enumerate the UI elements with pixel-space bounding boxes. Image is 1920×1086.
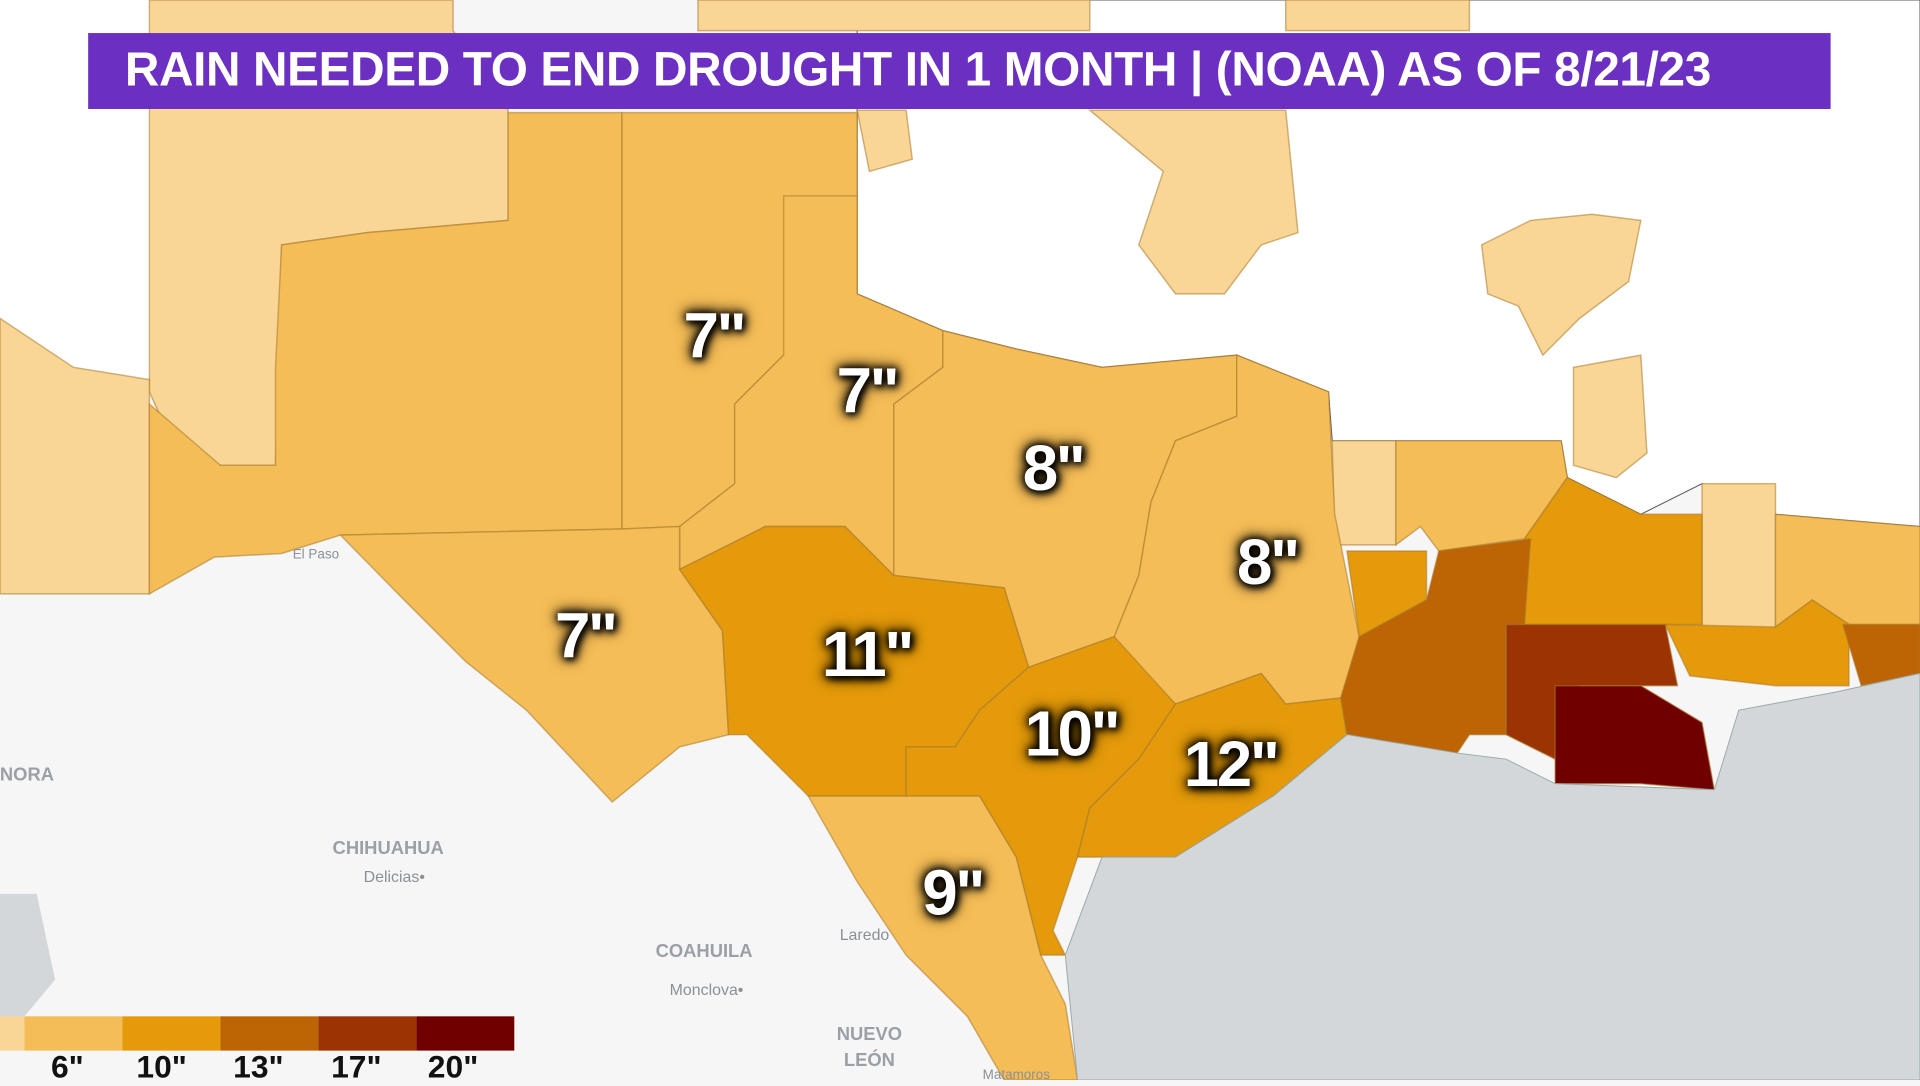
value-label-east-texas: 8" [1236,527,1300,599]
legend-label-20: 20" [427,1048,479,1085]
value-label-north-central: 8" [1022,433,1086,505]
value-label-low-rolling-plains: 7" [836,356,900,428]
region-ms-coast [1664,599,1850,687]
pacific-water [0,893,56,1017]
value-label-south-central: 10" [1024,699,1121,771]
place-matamoros: Matamoros [982,1067,1051,1083]
map-title: RAIN NEEDED TO END DROUGHT IN 1 MONTH | … [124,44,1711,97]
region-pale-la-nw [1331,440,1397,546]
place-delicias: Delicias• [363,867,425,886]
value-label-panhandle: 7" [683,301,747,373]
place-sonora: NORA [0,764,54,786]
legend-swatch-pale [0,1016,25,1051]
value-label-south-texas: 9" [922,858,985,930]
place-leon: LEÓN [843,1050,895,1071]
place-nuevo: NUEVO [836,1024,903,1046]
region-pale-ok-west [856,109,914,173]
region-pale-arkansas [1480,213,1642,357]
region-trans-pecos [338,525,730,804]
region-pale-oklahoma [1087,109,1299,295]
region-pale-ms [1701,482,1777,632]
region-al-coast [1841,623,1920,687]
value-label-upper-coast: 12" [1183,729,1280,801]
legend [0,1016,515,1051]
legend-swatch-17 [318,1016,417,1051]
place-monclova: Monclova• [669,980,744,999]
legend-swatch-10 [122,1016,221,1051]
legend-label-13: 13" [233,1048,284,1085]
legend-label-17: 17" [331,1048,382,1085]
legend-swatch-6 [24,1016,123,1051]
region-pale-top-east [1284,0,1471,32]
value-label-trans-pecos: 7" [554,601,618,673]
region-pale-top-mid [697,0,1091,32]
region-alabama [1774,513,1920,629]
legend-swatch-13 [220,1016,319,1051]
region-pale-delta [1572,354,1648,479]
place-chihuahua: CHIHUAHUA [332,838,444,859]
legend-swatch-20 [416,1016,515,1051]
title-bar: RAIN NEEDED TO END DROUGHT IN 1 MONTH | … [88,33,1831,109]
legend-label-10: 10" [136,1048,187,1085]
place-laredo: Laredo [839,925,890,944]
place-coahuila: COAHUILA [655,941,753,962]
place-el-paso: El Paso [292,547,340,563]
legend-label-6: 6" [50,1048,84,1085]
gulf-of-mexico [1064,672,1920,1081]
region-new-mexico [148,111,623,596]
value-label-edwards-plateau: 11" [821,619,915,691]
region-20-inch [1554,684,1716,791]
